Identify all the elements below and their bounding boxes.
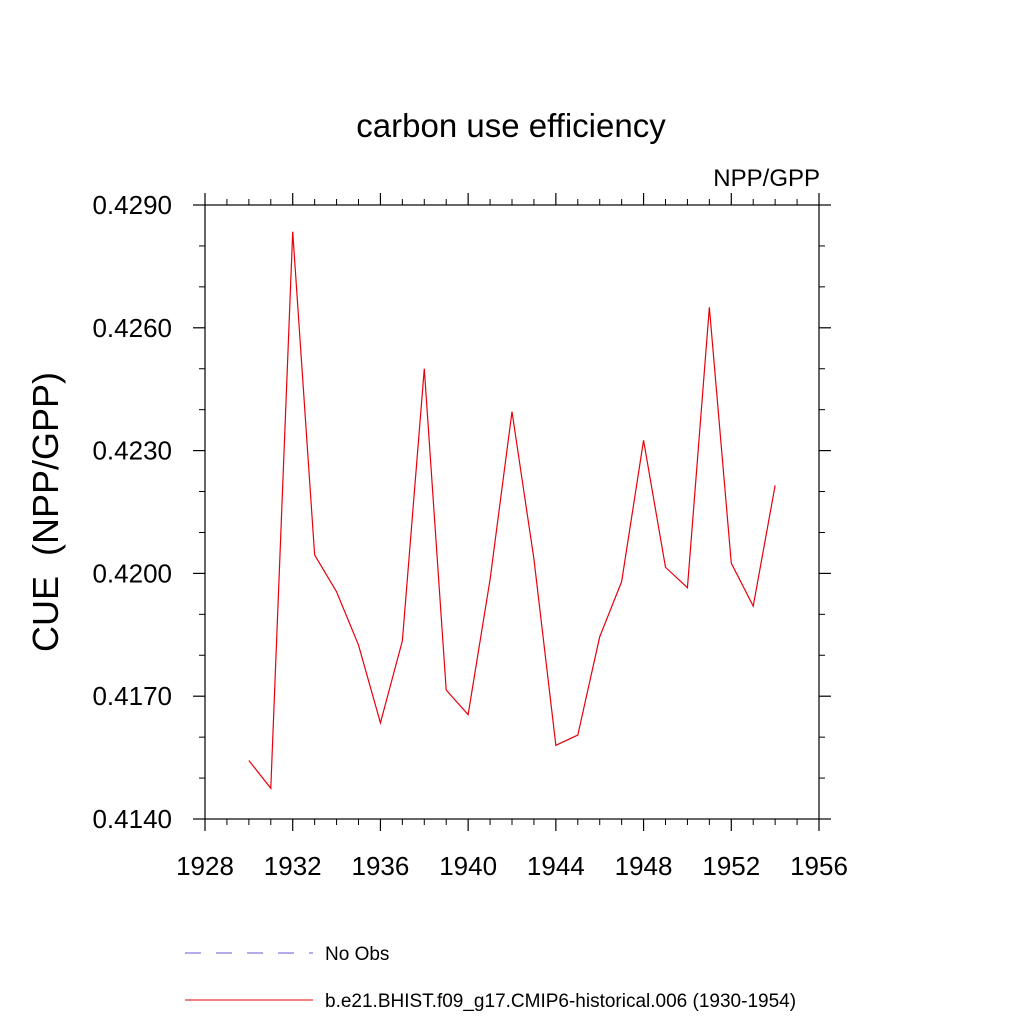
x-tick-label: 1956 xyxy=(790,851,848,881)
y-tick-label: 0.4230 xyxy=(92,436,172,466)
y-tick-label: 0.4290 xyxy=(92,190,172,220)
series-group xyxy=(248,231,776,790)
x-tick-label: 1948 xyxy=(615,851,673,881)
x-tick-label: 1936 xyxy=(352,851,410,881)
legend-label-1: b.e21.BHIST.f09_g17.CMIP6-historical.006… xyxy=(325,991,796,1012)
axis-ticks xyxy=(193,193,831,831)
legend: No Obs b.e21.BHIST.f09_g17.CMIP6-historic… xyxy=(185,944,796,1012)
y-axis-label: CUE (NPP/GPP) xyxy=(25,372,66,652)
axis-tick-labels: 1928 1932 1936 1940 1944 1948 1952 1956 0.4140 0.… xyxy=(92,190,847,881)
series-line-0 xyxy=(248,231,776,790)
y-tick-label: 0.4200 xyxy=(92,558,172,588)
x-tick-label: 1932 xyxy=(264,851,322,881)
chart-subtitle: NPP/GPP xyxy=(713,165,820,192)
legend-label-0: No Obs xyxy=(325,944,389,965)
x-tick-label: 1940 xyxy=(439,851,497,881)
y-tick-label: 0.4170 xyxy=(92,681,172,711)
y-tick-label: 0.4140 xyxy=(92,804,172,834)
x-tick-label: 1928 xyxy=(176,851,234,881)
x-tick-label: 1944 xyxy=(527,851,585,881)
y-tick-label: 0.4260 xyxy=(92,313,172,343)
chart-title: carbon use efficiency xyxy=(356,107,666,144)
x-tick-label: 1952 xyxy=(702,851,760,881)
